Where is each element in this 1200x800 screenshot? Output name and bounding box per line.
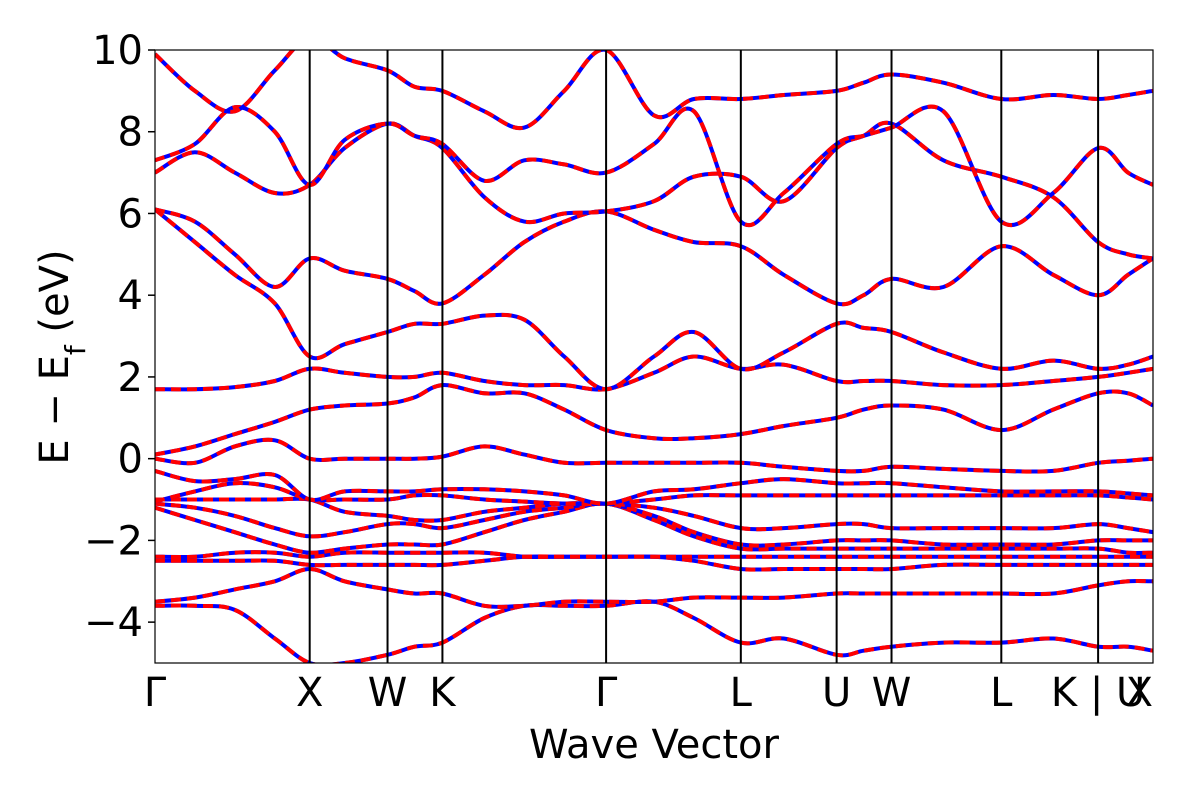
band-16-red — [155, 50, 1153, 131]
x-tick-label: U — [822, 670, 851, 716]
x-tick-label: W — [368, 670, 408, 716]
band-6-red — [155, 496, 1153, 535]
x-tick-label: X — [296, 670, 323, 716]
band-15-red — [155, 104, 1153, 228]
y-tick-label: 8 — [118, 110, 143, 156]
band-5-red — [155, 501, 1153, 548]
band-1-red — [155, 567, 1153, 609]
y-tick-label: 2 — [118, 355, 143, 401]
x-tick-label: K — [429, 670, 457, 716]
band-15-blue — [155, 104, 1153, 228]
k-point-dividers — [308, 50, 1100, 663]
x-tick-label: L — [990, 670, 1013, 716]
x-tick-label: W — [872, 670, 912, 716]
x-tick-label: X — [1126, 670, 1153, 716]
band-lines — [155, 50, 1153, 663]
y-axis-title-main: E − E — [32, 355, 78, 465]
band-10-blue — [155, 383, 1153, 457]
band-11-red — [155, 354, 1153, 392]
band-1-blue — [155, 567, 1153, 609]
y-tick-label: 0 — [118, 437, 143, 483]
x-tick-label: Γ — [595, 670, 618, 716]
band-12-blue — [155, 207, 1153, 392]
y-tick-label: 6 — [118, 191, 143, 237]
x-tick-label: K | U — [1051, 670, 1145, 716]
y-axis-title-sub: f — [59, 344, 92, 355]
y-tick-label: 4 — [118, 273, 143, 319]
y-axis-title-unit: (eV) — [32, 249, 78, 345]
band-8-red — [155, 468, 1153, 506]
band-0-red — [155, 599, 1153, 663]
band-9-blue — [155, 437, 1153, 474]
band-10-red — [155, 383, 1153, 457]
x-tick-label: L — [730, 670, 753, 716]
y-axis-ticks: −4 −2 0 2 4 6 8 10 — [84, 28, 155, 646]
y-axis-title: E − Ef (eV) — [32, 249, 92, 464]
x-axis-title: Wave Vector — [529, 722, 780, 768]
band-9-red — [155, 437, 1153, 474]
y-tick-label: −2 — [84, 518, 143, 564]
plot-frame — [154, 49, 1154, 664]
band-0-blue — [155, 599, 1153, 663]
y-tick-label: 10 — [92, 28, 143, 74]
y-tick-label: −4 — [84, 600, 143, 646]
x-tick-label: Γ — [144, 670, 167, 716]
band-12-red — [155, 207, 1153, 392]
band-3-blue — [155, 550, 1153, 560]
